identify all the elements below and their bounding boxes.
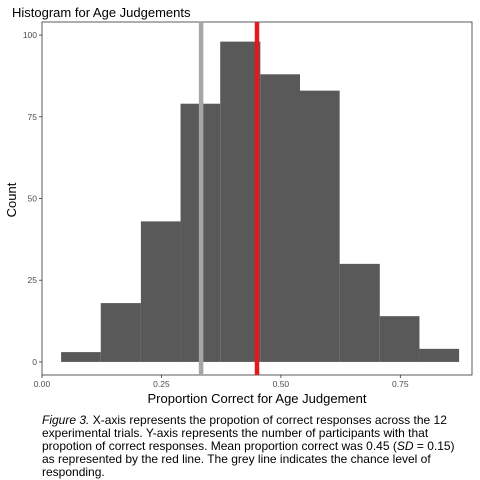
x-tick-label: 0.50 (273, 379, 290, 389)
y-axis-label: Count (4, 182, 19, 217)
x-tick-label: 0.25 (153, 379, 170, 389)
histogram-bar-8 (339, 263, 380, 362)
histogram-bar-10 (419, 348, 460, 362)
histogram-bar-7 (300, 90, 340, 362)
reference-lines (198, 22, 260, 375)
histogram-bar-5 (220, 41, 261, 362)
y-tick-label: 0 (32, 357, 37, 367)
figure-caption: Figure 3. X-axis represents the propotio… (42, 414, 470, 479)
x-tick-label: 0.75 (392, 379, 409, 389)
histogram-bar-9 (379, 316, 420, 362)
y-tick-label: 50 (28, 194, 38, 204)
histogram-bar-1 (61, 352, 101, 362)
caption-figure-label: Figure 3. (42, 413, 90, 427)
y-tick-label: 100 (23, 30, 37, 40)
y-axis-ticks: 0 25 50 75 100 (23, 30, 42, 367)
histogram-bar-2 (100, 303, 141, 362)
histogram-bar-6 (260, 74, 300, 362)
histogram-chart: Histogram for Age Judgements 0.00 0.25 0.5… (4, 5, 473, 406)
x-axis-ticks: 0.00 0.25 0.50 0.75 (34, 375, 409, 389)
caption-sd-label: SD (396, 439, 414, 453)
y-tick-label: 25 (28, 275, 38, 285)
histogram-bar-3 (140, 221, 181, 362)
caption-text-part2: = 0.15) as represented by the red line. … (42, 439, 455, 479)
x-tick-label: 0.00 (34, 379, 51, 389)
caption-text-part1: X-axis represents the propotion of corre… (42, 413, 447, 453)
x-axis-label: Proportion Correct for Age Judgement (148, 391, 367, 406)
y-tick-label: 75 (28, 112, 38, 122)
chart-title: Histogram for Age Judgements (12, 5, 191, 20)
